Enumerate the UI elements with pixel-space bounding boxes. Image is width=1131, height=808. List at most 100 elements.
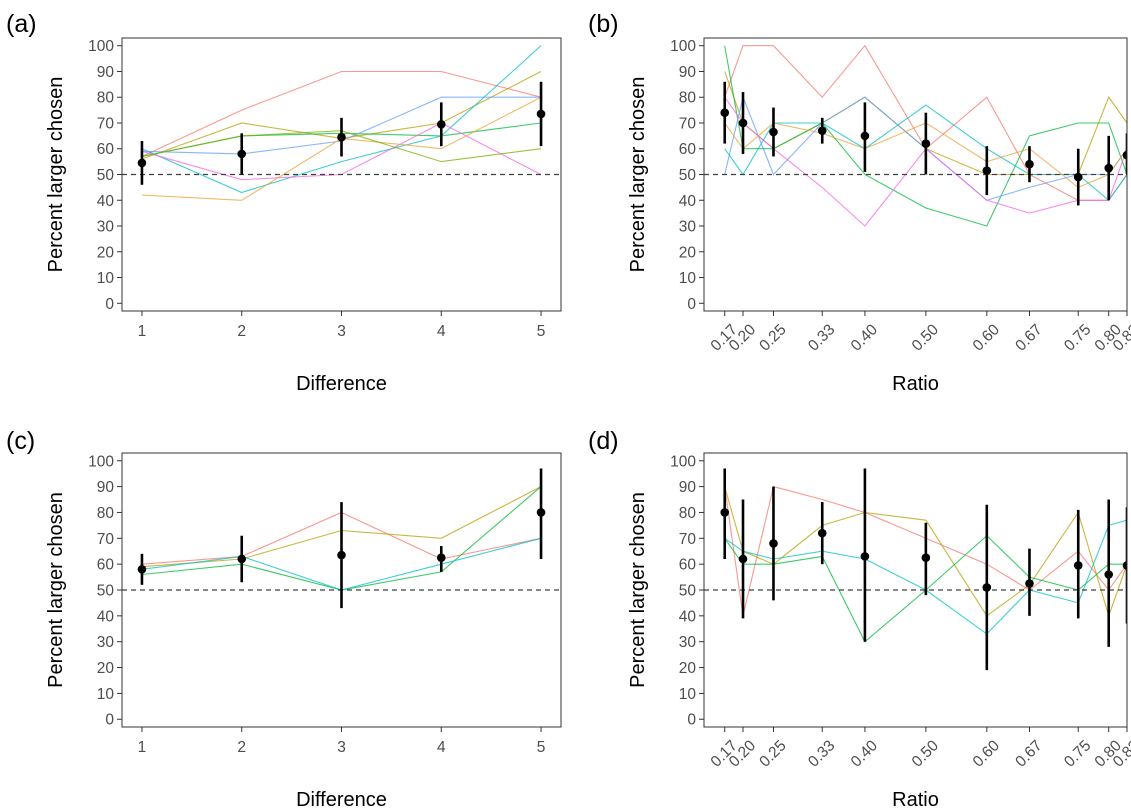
mean-point [1025, 579, 1034, 588]
mean-point [1025, 159, 1034, 169]
y-axis-title: Percent larger chosen [45, 77, 67, 273]
x-tick-label: 0.75 [1061, 321, 1094, 354]
y-tick-label: 20 [97, 660, 115, 677]
y-axis-title: Percent larger chosen [627, 492, 649, 688]
mean-point [921, 139, 931, 148]
y-tick-label: 10 [97, 270, 115, 287]
x-tick-label: 0.40 [848, 737, 882, 771]
x-tick-label: 0.50 [909, 737, 943, 771]
x-tick-label: 0.67 [1012, 737, 1045, 770]
y-tick-label: 40 [97, 193, 115, 210]
mean-point [1104, 163, 1114, 173]
y-tick-label: 40 [679, 608, 697, 625]
y-tick-label: 50 [679, 583, 697, 600]
y-tick-label: 70 [679, 115, 697, 132]
y-tick-label: 50 [679, 167, 697, 184]
mean-point [720, 108, 730, 117]
y-tick-label: 70 [97, 531, 115, 548]
panel-label: (b) [588, 10, 619, 38]
mean-point [536, 508, 546, 517]
x-tick-label: 3 [337, 323, 346, 340]
y-tick-label: 100 [670, 453, 696, 470]
y-tick-label: 40 [679, 193, 697, 210]
x-tick-label: 0.25 [756, 321, 789, 354]
y-tick-label: 20 [97, 244, 115, 261]
x-tick-label: 5 [537, 323, 546, 340]
mean-point [817, 528, 827, 538]
mean-point [860, 131, 870, 141]
y-tick-label: 70 [679, 531, 697, 548]
x-tick-label: 0.40 [848, 321, 882, 355]
mean-point [536, 109, 546, 119]
y-tick-label: 60 [97, 557, 115, 574]
mean-point [436, 119, 446, 129]
mean-point [237, 554, 247, 564]
y-tick-label: 30 [97, 634, 115, 651]
y-tick-label: 60 [679, 557, 697, 574]
x-tick-label: 0.33 [805, 321, 838, 354]
x-tick-label: 2 [237, 323, 246, 340]
y-tick-label: 90 [679, 479, 697, 496]
y-tick-label: 60 [97, 141, 115, 158]
y-tick-label: 10 [97, 686, 115, 703]
series-line [141, 45, 542, 194]
y-tick-label: 100 [88, 38, 114, 55]
mean-point [982, 166, 992, 175]
mean-point [817, 126, 827, 136]
y-axis-title: Percent larger chosen [45, 492, 67, 688]
series-line [724, 486, 1127, 618]
mean-point [860, 552, 870, 561]
x-axis-title: Ratio [892, 373, 939, 395]
mean-point [137, 158, 147, 168]
y-tick-label: 0 [687, 712, 696, 729]
panel-a: (a) 0 10 20 30 40 50 60 70 80 90 100 1 2 3 4 5 Difference… [6, 10, 562, 395]
series-line [141, 70, 542, 157]
x-tick-label: 0.50 [909, 321, 943, 355]
y-tick-label: 0 [687, 296, 696, 313]
x-tick-label: 2 [237, 739, 246, 756]
y-tick-label: 70 [97, 115, 115, 132]
mean-point [137, 565, 147, 574]
y-tick-label: 90 [679, 64, 697, 81]
y-axis-title: Percent larger chosen [627, 77, 649, 273]
y-tick-label: 30 [97, 219, 115, 236]
y-tick-label: 100 [88, 453, 114, 470]
y-tick-label: 0 [105, 712, 114, 729]
y-tick-label: 50 [97, 583, 115, 600]
x-tick-label: 1 [138, 323, 147, 340]
mean-point [1073, 561, 1083, 570]
mean-point [436, 553, 446, 562]
y-tick-label: 90 [97, 479, 115, 496]
y-tick-label: 30 [679, 219, 697, 236]
x-tick-label: 0.75 [1061, 737, 1094, 770]
y-tick-label: 20 [679, 244, 697, 261]
x-axis-title: Difference [296, 373, 387, 395]
x-axis-title: Difference [296, 789, 387, 808]
mean-point [1122, 561, 1127, 570]
panel-label: (d) [588, 427, 619, 455]
mean-point [769, 127, 778, 137]
mean-point [921, 553, 931, 562]
panel-c: (c) 0 10 20 30 40 50 60 70 80 90 100 1 2 3 4 5 Difference… [6, 427, 562, 808]
x-tick-label: 4 [437, 739, 446, 756]
y-tick-label: 50 [97, 167, 115, 184]
mean-point [720, 508, 730, 517]
y-tick-label: 100 [670, 38, 696, 55]
plot-area [122, 45, 561, 201]
x-tick-label: 3 [337, 739, 346, 756]
mean-point [237, 149, 247, 159]
x-tick-label: 1 [138, 739, 147, 756]
x-tick-label: 0.60 [970, 737, 1004, 771]
y-tick-label: 30 [679, 634, 697, 651]
mean-point [337, 132, 346, 142]
panel-label: (c) [6, 427, 35, 455]
y-tick-label: 10 [679, 686, 697, 703]
y-tick-label: 40 [97, 608, 115, 625]
x-tick-label: 0.25 [756, 737, 789, 770]
plot-area [704, 44, 1127, 227]
x-tick-label: 0.60 [970, 321, 1004, 355]
y-tick-label: 80 [97, 90, 115, 107]
mean-point [738, 554, 748, 564]
